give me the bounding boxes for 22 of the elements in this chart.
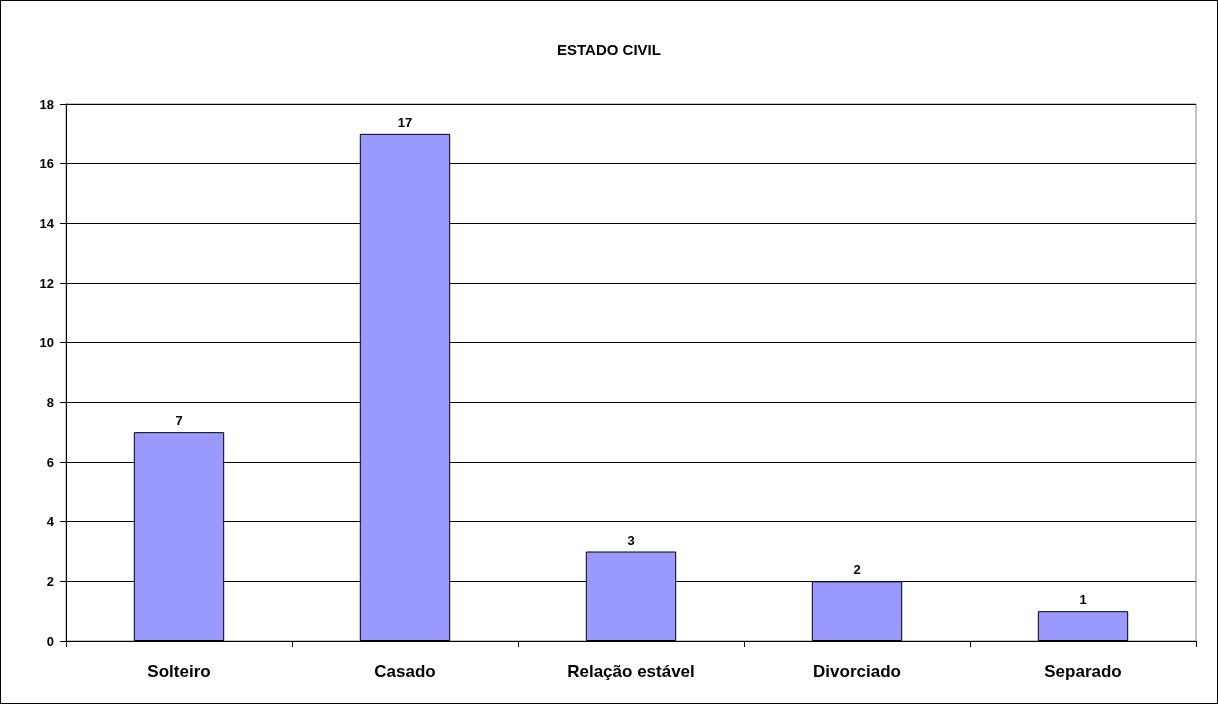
y-tick-label: 16 [39, 156, 54, 172]
x-tick-label: Separado [1044, 662, 1122, 681]
y-tick-label: 8 [46, 394, 54, 410]
y-tick-label: 0 [46, 633, 54, 649]
y-tick-label: 18 [39, 96, 54, 112]
data-label: 7 [175, 413, 183, 429]
y-tick-label: 14 [39, 215, 55, 231]
x-tick-label: Divorciado [813, 662, 901, 681]
x-tick-label: Casado [374, 662, 436, 681]
x-tick-label: Solteiro [147, 662, 211, 681]
x-tick-label: Relação estável [567, 662, 695, 681]
y-tick-label: 6 [46, 454, 54, 470]
y-tick-label: 2 [46, 573, 54, 589]
data-label: 1 [1079, 592, 1087, 608]
y-tick-label: 12 [39, 275, 54, 291]
bar [1037, 611, 1129, 641]
data-label: 2 [853, 562, 861, 578]
y-tick-label: 4 [46, 514, 55, 530]
data-label: 17 [397, 114, 413, 130]
y-tick-label: 10 [39, 335, 54, 351]
data-label: 3 [627, 532, 635, 548]
chart-title: ESTADO CIVIL [557, 41, 661, 58]
